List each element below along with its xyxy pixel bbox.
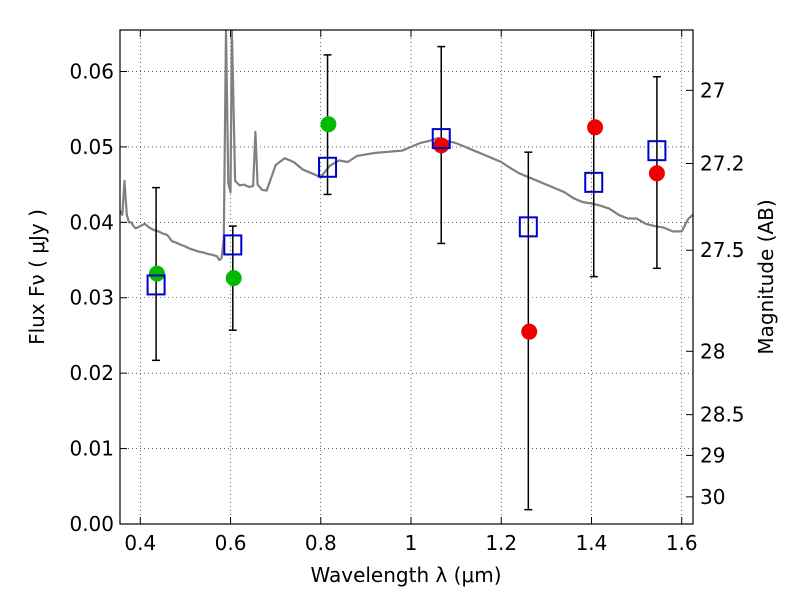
data-point-square bbox=[318, 156, 338, 178]
data-point-circle bbox=[225, 270, 242, 287]
y-axis-label: Flux Fν ( μJy ) bbox=[25, 209, 49, 345]
data-point-square bbox=[584, 171, 604, 193]
y2-tick-label: 29 bbox=[700, 443, 725, 467]
y2-tick-label: 27.2 bbox=[700, 151, 745, 175]
plot-frame bbox=[119, 29, 694, 525]
data-point-circle bbox=[148, 265, 165, 282]
data-point-square bbox=[146, 274, 166, 296]
data-point-square bbox=[223, 234, 243, 256]
x-tick-label: 0.4 bbox=[124, 531, 156, 555]
data-point-circle bbox=[521, 323, 538, 340]
x-tick-label: 0.6 bbox=[215, 531, 247, 555]
y-tick-label: 0.01 bbox=[69, 437, 114, 461]
x-tick-label: 1.4 bbox=[576, 531, 608, 555]
plot-background bbox=[120, 30, 693, 524]
x-tick-label: 1 bbox=[405, 531, 418, 555]
y2-tick-label: 28.5 bbox=[700, 403, 745, 427]
data-point-square bbox=[518, 216, 538, 238]
plot-area bbox=[120, 30, 693, 511]
x-tick-label: 0.8 bbox=[305, 531, 337, 555]
y-tick-label: 0.05 bbox=[69, 135, 114, 159]
data-point-circle bbox=[320, 116, 337, 133]
y2-tick-label: 27 bbox=[700, 78, 725, 102]
y-tick-label: 0.06 bbox=[69, 59, 114, 83]
axis-ticks: 0.4 0.6 0.8 1 1.2 1.4 1.6 0.00 0.01 0.02 0.03 0.04 0… bbox=[69, 30, 745, 555]
data-point-circle bbox=[587, 119, 604, 136]
y2-tick-label: 27.5 bbox=[700, 238, 745, 262]
data-point-circle bbox=[648, 165, 665, 182]
x-tick-label: 1.6 bbox=[666, 531, 698, 555]
data-point-square bbox=[647, 140, 667, 162]
y-tick-label: 0.04 bbox=[69, 210, 114, 234]
y-tick-label: 0.00 bbox=[69, 512, 114, 536]
y-tick-label: 0.02 bbox=[69, 361, 114, 385]
x-axis-label: Wavelength λ (μm) bbox=[310, 563, 501, 587]
y2-tick-label: 28 bbox=[700, 339, 725, 363]
y-tick-label: 0.03 bbox=[69, 286, 114, 310]
y2-axis-label: Magnitude (AB) bbox=[754, 199, 778, 354]
template-spectrum-line bbox=[120, 30, 693, 262]
x-tick-label: 1.2 bbox=[485, 531, 517, 555]
data-point-circle bbox=[433, 137, 450, 154]
y2-tick-label: 30 bbox=[700, 485, 725, 509]
data-point-square bbox=[431, 128, 451, 150]
